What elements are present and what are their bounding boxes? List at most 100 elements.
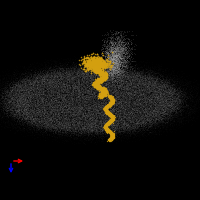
Point <box>52 83 56 86</box>
Point <box>72 76 75 79</box>
Point <box>31 122 35 125</box>
Point <box>101 107 104 110</box>
Point <box>145 79 148 82</box>
Point <box>97 81 100 84</box>
Point <box>112 70 115 73</box>
Point <box>101 76 104 79</box>
Point <box>10 77 13 80</box>
Point <box>118 106 121 109</box>
Point <box>128 74 131 77</box>
Point <box>43 121 47 124</box>
Point <box>58 97 61 100</box>
Point <box>117 59 120 62</box>
Point <box>121 77 124 80</box>
Point <box>19 116 22 119</box>
Point <box>63 124 67 127</box>
Point <box>178 119 181 122</box>
Point <box>146 106 149 110</box>
Point <box>56 101 60 104</box>
Point <box>87 123 90 126</box>
Point <box>47 80 51 83</box>
Point <box>98 72 101 76</box>
Point <box>170 101 173 105</box>
Point <box>75 113 79 116</box>
Point <box>105 128 108 131</box>
Point <box>137 115 140 118</box>
Point <box>86 100 89 104</box>
Point <box>147 95 150 99</box>
Point <box>27 88 30 91</box>
Point <box>147 85 150 88</box>
Point <box>79 108 82 111</box>
Point <box>103 34 106 37</box>
Point <box>29 106 32 110</box>
Point <box>166 74 169 77</box>
Point <box>50 101 53 104</box>
Point <box>50 115 53 119</box>
Point <box>65 117 68 120</box>
Point <box>101 75 104 78</box>
Point <box>170 106 173 109</box>
Point <box>80 105 84 108</box>
Point <box>42 68 45 71</box>
Point <box>109 69 112 72</box>
Point <box>106 69 110 72</box>
Point <box>14 102 17 106</box>
Point <box>101 112 104 115</box>
Point <box>18 103 21 106</box>
Point <box>61 118 64 122</box>
Point <box>61 121 64 124</box>
Point <box>31 95 34 98</box>
Point <box>40 120 43 124</box>
Point <box>117 85 120 88</box>
Point <box>82 125 85 128</box>
Point <box>122 112 125 115</box>
Point <box>38 104 41 107</box>
Point <box>84 64 87 67</box>
Point <box>69 111 72 114</box>
Point <box>31 102 34 105</box>
Point <box>25 88 28 91</box>
Point <box>44 77 47 80</box>
Point <box>91 112 94 115</box>
Point <box>101 71 104 74</box>
Point <box>105 97 108 100</box>
Point <box>117 92 120 95</box>
Point <box>81 73 85 77</box>
Point <box>13 94 16 98</box>
Point <box>128 71 131 74</box>
Point <box>79 74 82 77</box>
Point <box>149 86 152 89</box>
Point <box>114 55 117 58</box>
Point <box>96 84 99 88</box>
Point <box>139 97 142 100</box>
Point <box>84 68 87 71</box>
Point <box>139 88 142 91</box>
Point <box>64 105 68 108</box>
Point <box>51 84 54 87</box>
Point <box>111 116 115 120</box>
Point <box>46 118 50 121</box>
Point <box>94 85 97 88</box>
Point <box>16 88 19 91</box>
Point <box>140 78 143 81</box>
Point <box>46 133 49 136</box>
Point <box>38 122 41 125</box>
Point <box>103 77 106 80</box>
Point <box>79 75 82 78</box>
Point <box>190 110 194 114</box>
Point <box>35 107 38 110</box>
Point <box>88 117 91 120</box>
Point <box>121 64 124 67</box>
Point <box>90 61 93 64</box>
Point <box>91 95 94 98</box>
Point <box>91 83 95 87</box>
Point <box>113 124 116 127</box>
Point <box>115 116 118 119</box>
Point <box>104 107 107 110</box>
Point <box>87 100 90 104</box>
Point <box>136 119 139 122</box>
Point <box>113 61 117 64</box>
Point <box>133 65 136 69</box>
Point <box>110 101 113 104</box>
